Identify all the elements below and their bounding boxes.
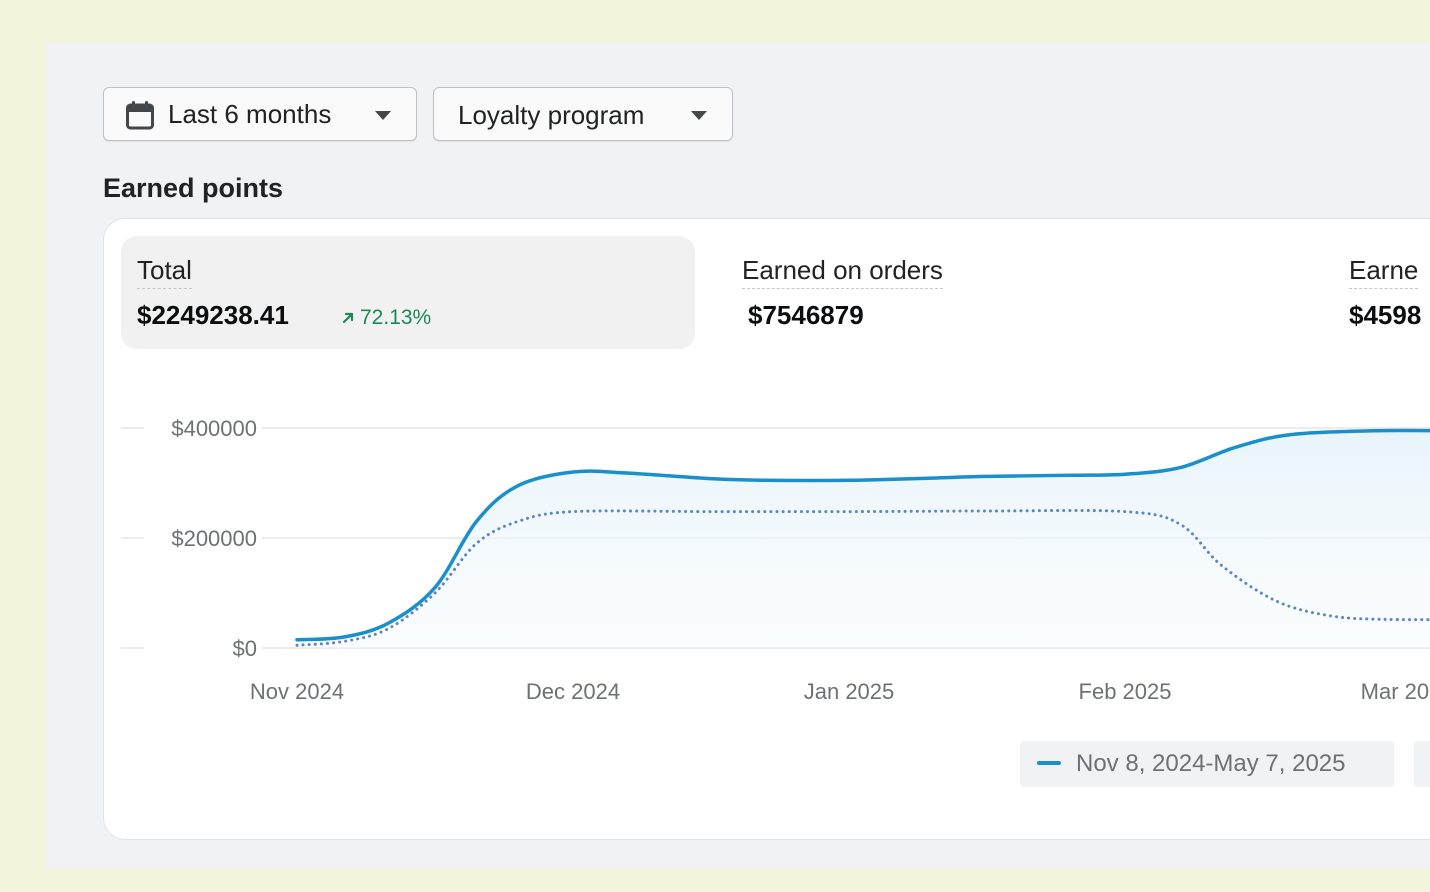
x-tick-label: Jan 2025: [804, 679, 895, 704]
legend-item-comparison[interactable]: [1414, 741, 1430, 787]
metric-orders-value: $7546879: [748, 300, 864, 330]
metric-total-label[interactable]: Total: [137, 255, 192, 289]
x-tick-label: Nov 2024: [250, 679, 344, 704]
calendar-icon: [126, 101, 154, 130]
program-dropdown-label: Loyalty program: [458, 100, 645, 130]
series-line-comparison: [295, 508, 1430, 647]
tick-label-bg: [144, 414, 262, 442]
y-tick-label: $0: [233, 636, 257, 661]
dashboard-panel: Last 6 months Loyalty program Earned poi…: [46, 42, 1430, 868]
y-tick-label: $400000: [171, 416, 257, 441]
y-tick-label: $200000: [171, 526, 257, 551]
section-title: Earned points: [103, 173, 284, 203]
earned-points-chart: $0 $200000 $400000 Nov 2024 Dec 2024 Jan 2025…: [121, 414, 1430, 704]
legend-item-current[interactable]: Nov 8, 2024-May 7, 2025: [1020, 741, 1394, 787]
x-tick-label: Feb 2025: [1079, 679, 1172, 704]
arrow-up-right-icon: [342, 312, 354, 324]
legend-swatch: [1037, 761, 1061, 765]
metric-total-value: $2249238.41: [137, 300, 289, 330]
chevron-down-icon: [691, 111, 707, 120]
metric-other-label[interactable]: Earne: [1349, 255, 1419, 289]
chevron-down-icon: [375, 111, 391, 120]
period-dropdown[interactable]: Last 6 months: [103, 87, 417, 141]
program-dropdown[interactable]: Loyalty program: [433, 87, 733, 141]
metric-total[interactable]: Total $2249238.41 72.13%: [121, 236, 695, 349]
x-tick-label: Dec 2024: [526, 679, 620, 704]
x-tick-label: Mar 202: [1361, 679, 1430, 704]
series-line-current: [295, 428, 1430, 642]
tick-label-bg: [144, 524, 262, 552]
metric-other-value: $4598: [1349, 300, 1422, 330]
legend-label: Nov 8, 2024-May 7, 2025: [1076, 750, 1346, 777]
area-fill: [297, 430, 1430, 648]
period-dropdown-label: Last 6 months: [168, 99, 332, 129]
change-indicator: 72.13%: [341, 306, 431, 330]
change-value: 72.13%: [360, 306, 432, 329]
earned-points-card: Total $2249238.41 72.13% Earned on order…: [103, 218, 1430, 840]
tick-label-bg: [144, 634, 262, 662]
metric-orders-label[interactable]: Earned on orders: [742, 255, 943, 289]
